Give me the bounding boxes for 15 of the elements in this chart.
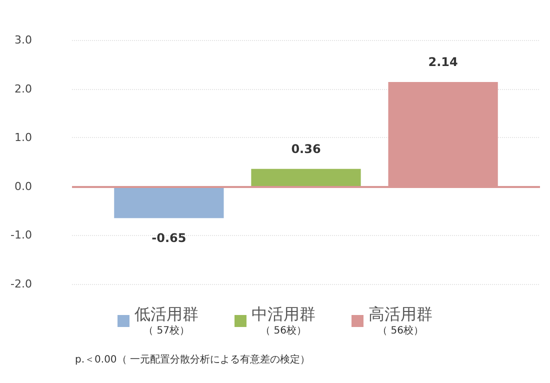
data-label: -0.65 xyxy=(152,231,186,246)
y-tick-label: -2.0 xyxy=(10,278,32,290)
text: p.＜0.00（ 一元配置分散分析による有意差の検定） xyxy=(75,354,310,366)
data-label: 2.14 xyxy=(428,54,458,69)
y-tick-label: 2.0 xyxy=(14,82,32,96)
legend-label: 高活用群（ 56校） xyxy=(368,304,432,336)
y-tick-label: 0.0 xyxy=(14,180,32,193)
legend-label: 低活用群（ 57校） xyxy=(134,304,198,336)
y-tick-label: 3.0 xyxy=(14,34,32,46)
data-label: 0.36 xyxy=(291,142,321,156)
bar xyxy=(114,186,224,218)
y-tick-label: 1.0 xyxy=(14,131,32,144)
y-tick-label: -1.0 xyxy=(10,228,32,242)
legend-label: 中活用群（ 56校） xyxy=(252,304,316,336)
bar xyxy=(251,168,361,186)
